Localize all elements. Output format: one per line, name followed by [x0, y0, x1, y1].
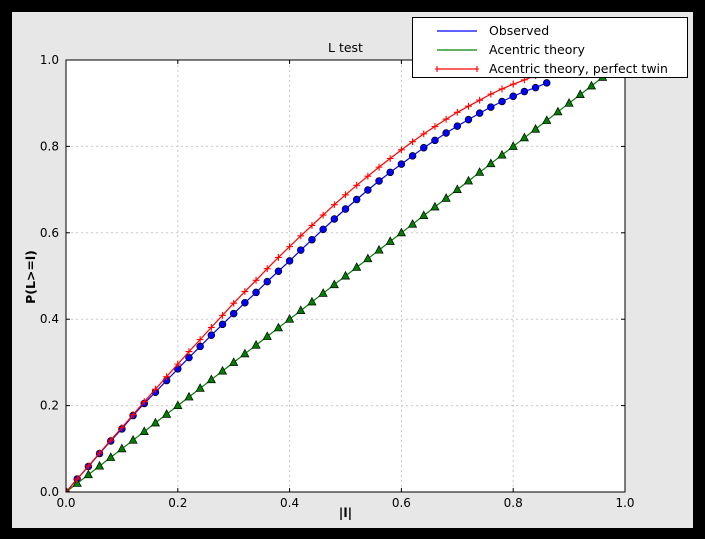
series-acentric-theory — [66, 72, 608, 492]
svg-text:0.8: 0.8 — [40, 139, 59, 153]
svg-text:0.4: 0.4 — [280, 496, 299, 510]
gridlines — [66, 60, 625, 492]
legend-label: Observed — [489, 23, 550, 38]
svg-text:0.0: 0.0 — [56, 496, 75, 510]
legend-label: Acentric theory — [489, 42, 585, 57]
svg-text:0.6: 0.6 — [392, 496, 411, 510]
legend-item-acentric-theory: Acentric theory — [413, 40, 687, 59]
svg-text:0.4: 0.4 — [40, 312, 59, 326]
legend-item-perfect-twin: Acentric theory, perfect twin — [413, 59, 687, 78]
legend-label: Acentric theory, perfect twin — [489, 61, 668, 76]
figure-canvas: 0.0 0.2 0.4 0.6 0.8 1.0 0.0 0.2 0.4 0.6 0.8 1.0 L t… — [12, 12, 693, 528]
y-axis-label: P(L>=l) — [23, 250, 38, 304]
svg-text:1.0: 1.0 — [615, 496, 634, 510]
legend-box: Observed Acentric theory Acentric theory… — [412, 17, 688, 78]
legend-line-sample-perfect-twin — [435, 65, 479, 72]
svg-text:1.0: 1.0 — [40, 53, 59, 67]
axes-spines — [65, 59, 626, 493]
svg-text:0.0: 0.0 — [40, 485, 59, 499]
data-series — [66, 72, 608, 492]
series-acentric-theory-perfect-twin — [66, 72, 539, 492]
svg-text:0.6: 0.6 — [40, 226, 59, 240]
legend-item-observed: Observed — [413, 21, 687, 40]
chart-title: L test — [328, 40, 363, 55]
legend-line-sample-acentric-theory — [437, 48, 477, 51]
tick-labels: 0.0 0.2 0.4 0.6 0.8 1.0 0.0 0.2 0.4 0.6 0.8 1.0 — [40, 53, 635, 510]
svg-text:0.2: 0.2 — [168, 496, 187, 510]
x-axis-label: |l| — [338, 505, 353, 520]
svg-text:0.2: 0.2 — [40, 399, 59, 413]
legend-line-sample-observed — [437, 29, 477, 32]
svg-text:0.8: 0.8 — [504, 496, 523, 510]
plot-area: 0.0 0.2 0.4 0.6 0.8 1.0 0.0 0.2 0.4 0.6 0.8 1.0 — [40, 53, 635, 510]
